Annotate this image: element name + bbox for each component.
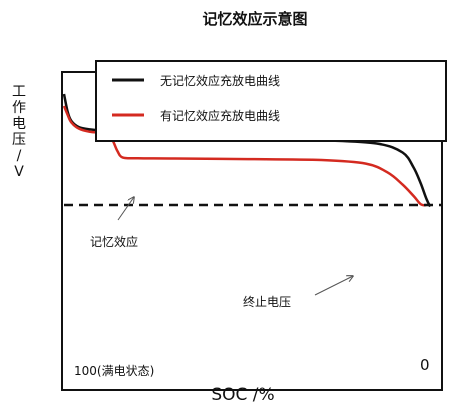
y-axis-label-char: 压 xyxy=(12,132,26,148)
x-tick-label-0: 0 xyxy=(420,356,430,374)
legend: 无记忆效应充放电曲线 有记忆效应充放电曲线 xyxy=(95,60,447,142)
annotation-memory-effect-arrow xyxy=(117,197,134,221)
legend-label-memory: 有记忆效应充放电曲线 xyxy=(160,108,280,123)
chart-title: 记忆效应示意图 xyxy=(202,10,307,28)
y-axis-label-char: / xyxy=(17,148,22,164)
y-axis-label-char: V xyxy=(14,164,24,180)
annotation-cutoff-voltage-arrow xyxy=(314,276,353,296)
annotation-cutoff-voltage: 终止电压 xyxy=(243,294,291,309)
legend-label-no-memory: 无记忆效应充放电曲线 xyxy=(160,73,280,88)
x-axis-label: SOC /% xyxy=(211,385,274,405)
series-line-memory xyxy=(62,105,427,207)
y-axis-label-char: 电 xyxy=(12,116,26,132)
x-tick-label-100: 100(满电状态) xyxy=(74,364,154,378)
y-axis-label-char: 作 xyxy=(12,100,26,116)
annotation-memory-effect: 记忆效应 xyxy=(90,234,138,249)
legend-box xyxy=(95,60,447,142)
y-axis-label-char: 工 xyxy=(12,84,26,100)
